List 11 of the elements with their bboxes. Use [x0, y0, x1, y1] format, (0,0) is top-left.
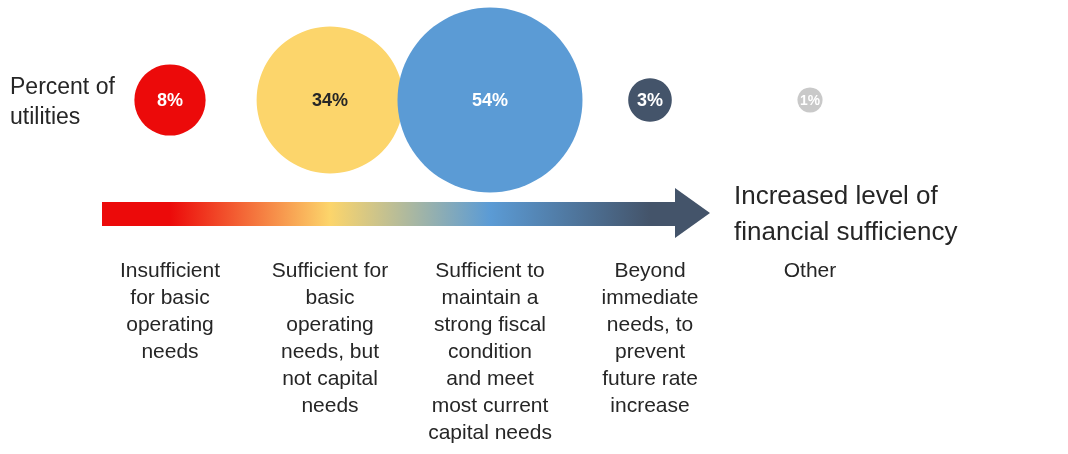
- category-label: Insufficient for basic operating needs: [119, 258, 221, 362]
- data-label: 8%: [156, 90, 184, 110]
- category-label: Other: [783, 258, 837, 281]
- text: Increased level of financial sufficiency: [734, 180, 958, 246]
- text: Percent of utilities: [10, 73, 116, 129]
- category-label: Sufficient to maintain a strong fiscal condition and meet most current capital needs: [428, 258, 552, 443]
- category-label: Sufficient for basic operating needs, but not capital needs: [271, 258, 389, 416]
- data-label: 34%: [311, 90, 349, 110]
- data-label: 3%: [636, 90, 664, 110]
- category-label: Beyond immediate needs, to prevent future rate increase: [601, 258, 699, 416]
- data-label: 54%: [471, 90, 509, 110]
